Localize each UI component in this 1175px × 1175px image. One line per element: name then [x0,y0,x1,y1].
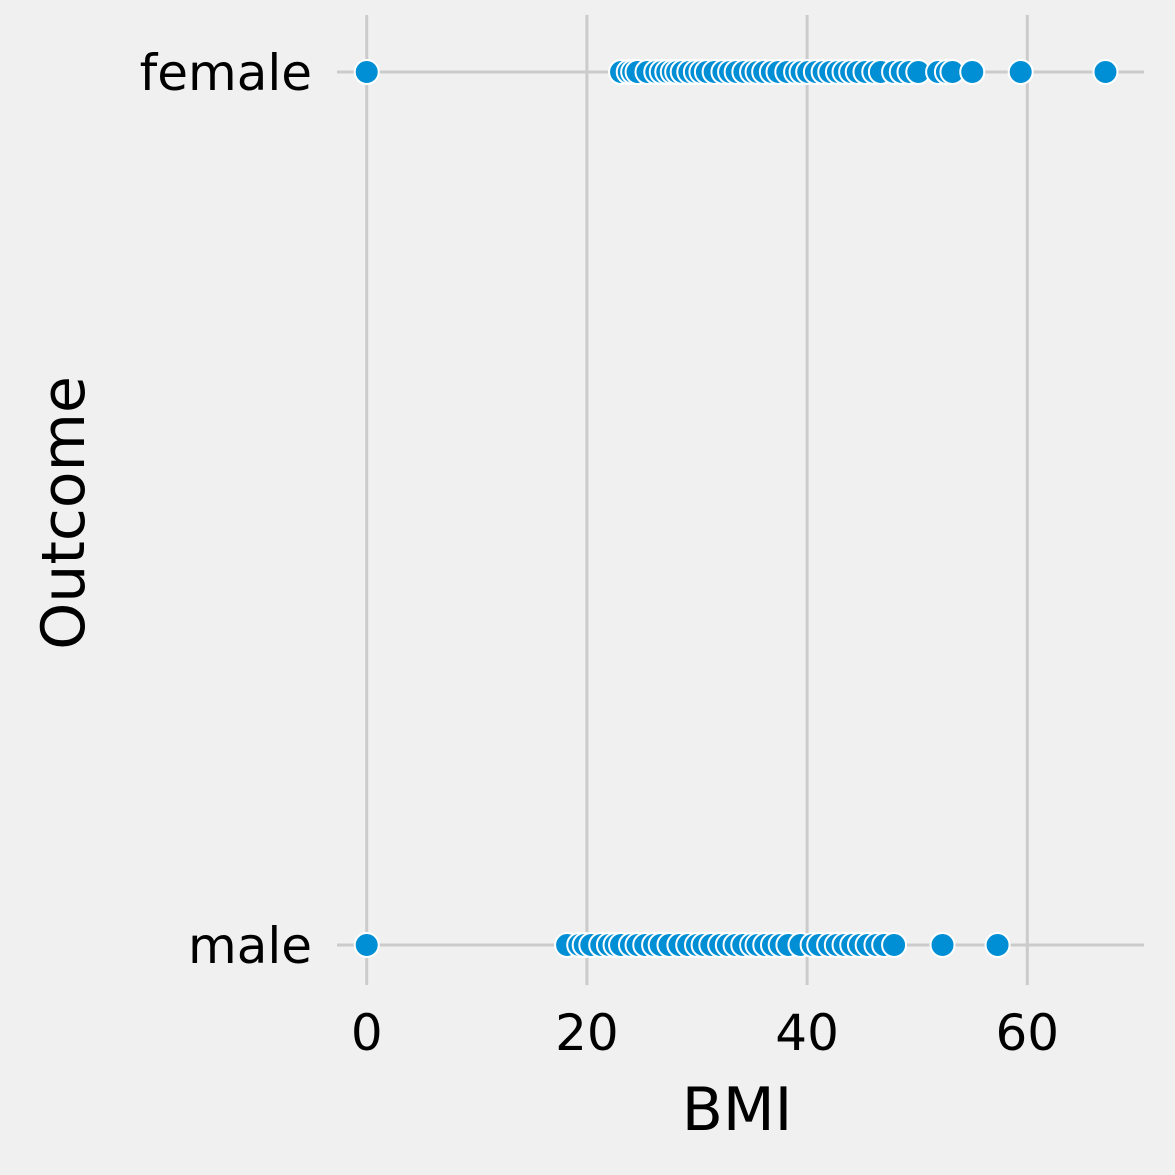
data-point-female [1007,59,1034,85]
y-axis-title: Outcome [29,376,99,650]
data-point-female [353,59,380,85]
y-tick-label: male [188,917,312,975]
x-tick-label: 0 [351,1004,383,1062]
data-point-male [984,932,1011,958]
y-tick-label: female [140,44,312,102]
x-axis-title: BMI [682,1075,793,1145]
data-point-female [1092,59,1119,85]
x-tick-label: 20 [555,1004,619,1062]
data-points [353,59,1119,958]
data-point-male [881,932,908,958]
x-tick-label: 40 [775,1004,839,1062]
tick-labels: 0 20 40 60 female male [140,44,1059,1062]
data-point-female [959,59,986,85]
x-tick-label: 60 [995,1004,1059,1062]
data-point-male [353,932,380,958]
data-point-male [929,932,956,958]
